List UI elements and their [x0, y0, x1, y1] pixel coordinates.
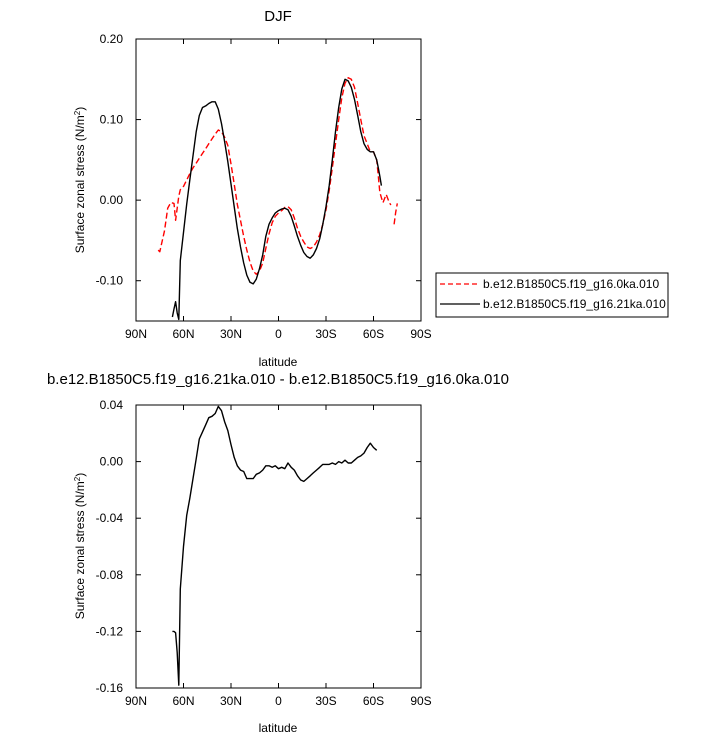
- bottom-x-tick-label: 0: [275, 694, 282, 708]
- top-x-tick-label: 30S: [315, 327, 336, 341]
- top-y-tick-label: 0.10: [100, 113, 124, 127]
- bottom-y-tick-label: -0.12: [96, 624, 124, 638]
- bottom-y-axis-label: Surface zonal stress (N/m2): [73, 473, 87, 620]
- top-y-tick-label: 0.00: [100, 193, 124, 207]
- top-series-line-1: [171, 78, 383, 321]
- top-series-line-0: [393, 203, 398, 225]
- top-x-tick-label: 90S: [410, 327, 431, 341]
- top-x-axis-label: latitude: [259, 355, 298, 369]
- top-chart-title: DJF: [264, 8, 292, 25]
- bottom-x-tick-label: 60S: [363, 694, 384, 708]
- bottom-y-tick-label: -0.08: [96, 568, 124, 582]
- bottom-y-tick-label: 0.04: [100, 398, 124, 412]
- top-x-tick-label: 60S: [363, 327, 384, 341]
- panel-bottom: b.e12.B1850C5.f19_g16.21ka.010 - b.e12.B…: [47, 371, 509, 735]
- top-x-tick-label: 90N: [125, 327, 147, 341]
- bottom-series-line-0: [172, 405, 378, 686]
- bottom-x-tick-label: 90N: [125, 694, 147, 708]
- bottom-x-tick-label: 30S: [315, 694, 336, 708]
- bottom-y-tick-label: 0.00: [100, 455, 124, 469]
- top-tick-layer: 90N 60N 30N 0 30S 60S 90S 0.20 0.10 0.00 -0.10: [96, 32, 432, 341]
- top-x-tick-label: 30N: [220, 327, 242, 341]
- bottom-x-tick-label: 60N: [172, 694, 194, 708]
- legend-box: [435, 272, 669, 318]
- bottom-x-axis-label: latitude: [259, 721, 298, 735]
- bottom-tick-layer: 90N 60N 30N 0 30S 60S 90S 0.04 0.00 -0.04 -0.08 -0.…: [96, 398, 432, 708]
- top-series-layer: [157, 76, 398, 321]
- bottom-chart-title: b.e12.B1850C5.f19_g16.21ka.010 - b.e12.B…: [47, 371, 509, 388]
- top-legend: b.e12.B1850C5.f19_g16.0ka.010 b.e12.B185…: [435, 272, 669, 318]
- top-y-tick-label: -0.10: [96, 274, 124, 288]
- top-y-axis-label: Surface zonal stress (N/m2): [73, 107, 87, 254]
- legend-label-0ka: b.e12.B1850C5.f19_g16.0ka.010: [483, 277, 659, 291]
- panel-top: DJF 90N 60N 30N 0 30S 60S 90S 0.20 0.10 0.00 -0.10…: [73, 8, 669, 369]
- bottom-x-tick-label: 30N: [220, 694, 242, 708]
- bottom-y-tick-label: -0.04: [96, 511, 124, 525]
- bottom-x-tick-label: 90S: [410, 694, 431, 708]
- top-series-line-0: [157, 76, 392, 275]
- top-y-tick-label: 0.20: [100, 32, 124, 46]
- legend-label-21ka: b.e12.B1850C5.f19_g16.21ka.010: [483, 297, 666, 311]
- top-x-tick-label: 0: [275, 327, 282, 341]
- bottom-y-tick-label: -0.16: [96, 681, 124, 695]
- bottom-series-layer: [172, 405, 378, 686]
- top-x-tick-label: 60N: [172, 327, 194, 341]
